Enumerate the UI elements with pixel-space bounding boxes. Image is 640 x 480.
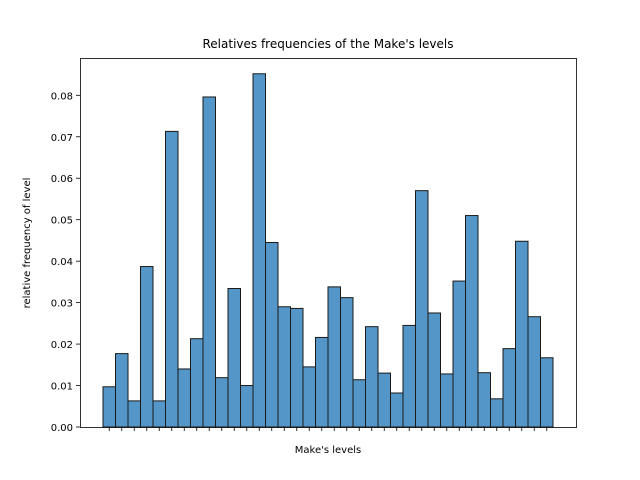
bar	[390, 392, 404, 428]
bar	[202, 96, 216, 428]
bar	[340, 297, 354, 428]
y-tick-label: 0.00	[51, 423, 73, 434]
bar	[115, 353, 129, 428]
bar	[190, 338, 204, 428]
y-tick-label: 0.02	[51, 340, 73, 351]
bar	[240, 385, 254, 428]
bar	[377, 372, 391, 428]
bar	[252, 73, 266, 428]
bar	[315, 336, 329, 428]
bar	[427, 312, 441, 428]
bar	[177, 368, 191, 428]
bar	[440, 373, 454, 428]
bar	[527, 316, 541, 428]
bars-group	[102, 73, 554, 428]
y-tick-label: 0.05	[51, 216, 73, 227]
y-ticks-group: 0.00 0.01 0.02 0.03 0.04 0.05 0.06 0.07 0.08	[51, 91, 80, 434]
y-tick-label: 0.04	[51, 257, 73, 268]
plot-frame	[80, 58, 577, 428]
bar	[415, 190, 429, 428]
x-axis-label: Make's levels	[295, 445, 361, 456]
y-axis-label: relative frequency of level	[22, 178, 33, 309]
y-tick-label: 0.08	[51, 91, 73, 102]
bar	[165, 130, 179, 428]
chart-title: Relatives frequencies of the Make's leve…	[203, 37, 454, 51]
bar	[290, 307, 304, 428]
bar	[402, 324, 416, 428]
bar	[302, 366, 316, 428]
bar	[227, 288, 241, 428]
bar	[327, 286, 341, 428]
bar	[265, 242, 279, 428]
bar	[540, 357, 554, 428]
bar	[215, 377, 229, 428]
y-tick-label: 0.06	[51, 174, 73, 185]
bar	[490, 398, 504, 428]
bar	[102, 386, 116, 428]
bar	[127, 400, 141, 428]
bar	[477, 372, 491, 428]
y-tick-label: 0.03	[51, 299, 73, 310]
bar	[140, 266, 154, 428]
bar	[365, 326, 379, 428]
y-tick-label: 0.01	[51, 382, 73, 393]
bar	[152, 400, 166, 428]
bar	[465, 215, 479, 428]
bar	[452, 280, 466, 428]
bar	[352, 379, 366, 428]
bar	[277, 306, 291, 428]
bar	[502, 348, 516, 428]
y-tick-label: 0.07	[51, 133, 73, 144]
bar	[515, 240, 529, 428]
